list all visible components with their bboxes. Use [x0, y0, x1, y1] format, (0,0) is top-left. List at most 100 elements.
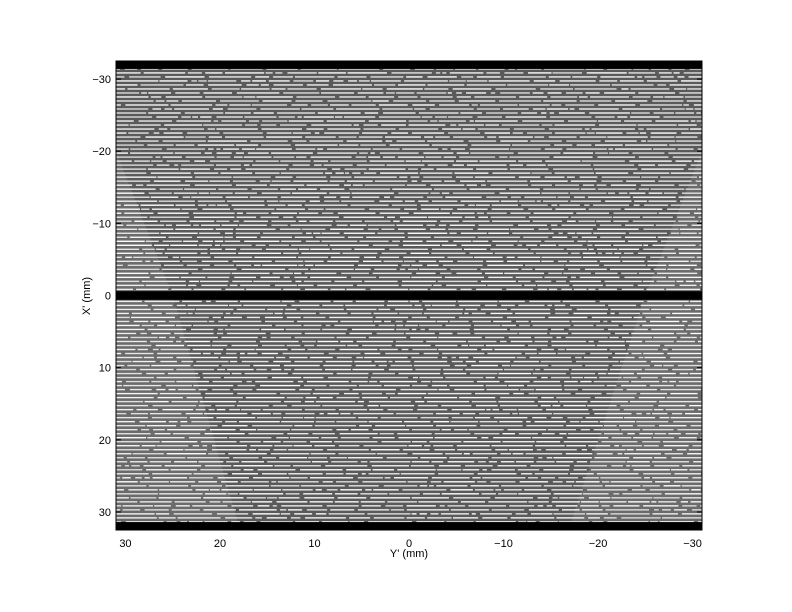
x-tick-label: 20 [214, 538, 226, 550]
stripe-segment [116, 521, 122, 523]
stripe-segment [130, 152, 174, 154]
stripe-segment [503, 108, 529, 110]
stripe-segment [637, 284, 675, 287]
stripe-segment [597, 252, 602, 255]
stripe-segment [376, 453, 408, 455]
stripe-segment [411, 276, 442, 279]
stripe-segment [599, 224, 622, 226]
stripe-segment [486, 212, 507, 214]
stripe-segment [578, 96, 588, 98]
stripe-segment [537, 284, 570, 287]
stripe-segment [398, 192, 429, 194]
stripe-segment [638, 156, 669, 158]
stripe-segment [471, 364, 498, 367]
stripe-segment [125, 256, 132, 259]
stripe-segment [667, 352, 702, 355]
stripe-segment [116, 449, 150, 451]
stripe-segment [575, 481, 600, 483]
stripe-segment [255, 348, 288, 351]
stripe-segment [191, 80, 197, 82]
stripe-segment [215, 228, 234, 230]
stripe-segment [548, 316, 588, 319]
stripe-segment [146, 184, 191, 186]
stripe-segment [189, 280, 199, 283]
stripe-segment [373, 312, 398, 315]
stripe-segment [256, 96, 293, 98]
stripe-segment [654, 465, 680, 467]
stripe-segment [378, 324, 395, 327]
stripe-segment [116, 469, 143, 471]
stripe-segment [569, 108, 575, 110]
stripe-segment [296, 216, 339, 218]
stripe-segment [514, 312, 551, 315]
stripe-segment [163, 264, 184, 267]
stripe-segment [480, 513, 512, 515]
stripe-segment [235, 228, 276, 230]
stripe-segment [579, 276, 620, 279]
stripe-segment [315, 80, 330, 82]
stripe-segment [322, 481, 333, 483]
stripe-segment [308, 457, 328, 459]
stripe-segment [637, 424, 655, 427]
stripe-segment [361, 473, 366, 475]
stripe-segment [450, 420, 479, 423]
stripe-segment [590, 469, 630, 471]
stripe-segment [378, 364, 387, 367]
stripe-segment [239, 420, 280, 423]
stripe-segment [466, 164, 507, 166]
stripe-segment [580, 420, 599, 423]
stripe-segment [627, 348, 658, 351]
stripe-segment [151, 160, 163, 162]
stripe-segment [398, 128, 439, 130]
stripe-segment [241, 360, 269, 363]
stripe-segment [412, 376, 419, 379]
stripe-segment [619, 424, 633, 427]
stripe-segment [253, 280, 292, 283]
stripe-segment [586, 513, 608, 515]
stripe-segment [116, 384, 123, 387]
stripe-segment [594, 396, 635, 399]
stripe-segment [270, 453, 310, 455]
stripe-segment [153, 132, 160, 134]
stripe-segment [559, 204, 580, 206]
stripe-segment [327, 128, 361, 130]
stripe-segment [535, 388, 563, 391]
stripe-segment [175, 144, 195, 146]
stripe-segment [647, 260, 689, 263]
stripe-segment [149, 461, 172, 463]
stripe-segment [280, 196, 320, 198]
stripe-segment [195, 408, 206, 411]
stripe-segment [535, 368, 541, 371]
stripe-segment [387, 501, 417, 503]
stripe-segment [149, 412, 182, 415]
stripe-segment [391, 72, 432, 74]
stripe-segment [474, 489, 494, 491]
stripe-segment [575, 356, 582, 359]
stripe-segment [636, 372, 676, 375]
stripe-segment [431, 461, 444, 463]
stripe-segment [232, 457, 259, 459]
stripe-segment [653, 268, 667, 271]
stripe-segment [684, 304, 702, 307]
stripe-segment [673, 72, 680, 74]
stripe-segment [551, 340, 587, 343]
stripe-segment [449, 232, 457, 234]
stripe-segment [202, 372, 231, 375]
stripe-segment [215, 164, 241, 166]
stripe-segment [435, 412, 460, 415]
stripe-segment [116, 112, 147, 114]
stripe-segment [180, 424, 218, 427]
stripe-segment [273, 449, 287, 451]
stripe-segment [460, 180, 486, 182]
stripe-segment [670, 356, 702, 359]
stripe-segment [596, 344, 625, 347]
stripe-segment [549, 116, 592, 118]
stripe-segment [427, 84, 465, 86]
stripe-segment [418, 268, 447, 271]
stripe-segment [334, 501, 359, 503]
stripe-segment [580, 505, 599, 507]
stripe-segment [603, 320, 608, 323]
stripe-segment [438, 388, 450, 391]
stripe-segment [333, 80, 344, 82]
stripe-segment [225, 485, 270, 487]
